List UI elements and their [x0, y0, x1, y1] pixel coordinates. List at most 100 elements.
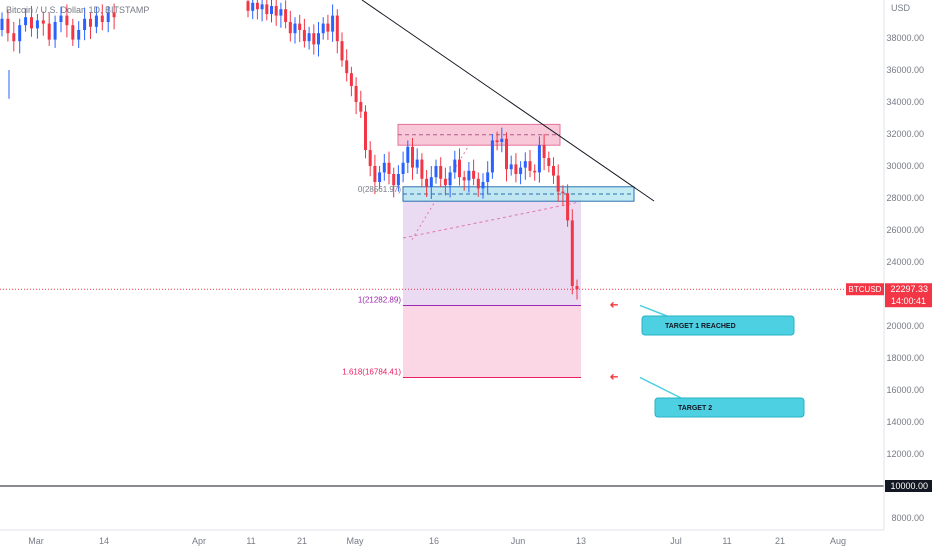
candle-body	[331, 15, 335, 32]
candle-body	[495, 140, 499, 142]
fib-label-1: 1(21282.89)	[358, 295, 401, 304]
candle-body	[106, 12, 110, 22]
candle-body	[349, 73, 353, 86]
candle-body	[288, 22, 292, 34]
candle-body	[500, 138, 504, 142]
candle-body	[519, 167, 523, 174]
time-tick-label: May	[346, 536, 364, 546]
price-tick-label: 8000.00	[891, 513, 924, 523]
callout-target-2[interactable]: ➜ TARGET 2	[609, 370, 805, 418]
price-tick-label: 16000.00	[886, 385, 924, 395]
candle-body	[255, 2, 259, 10]
candle-body	[100, 15, 104, 22]
current-price-tag: BTCUSD 22297.33 14:00:41	[846, 283, 932, 308]
time-tick-label: 11	[246, 536, 255, 546]
callout-box	[641, 315, 795, 336]
price-tick-label: 26000.00	[886, 225, 924, 235]
candle-body	[396, 174, 400, 186]
candle-body	[570, 220, 574, 286]
candle-body	[302, 30, 306, 42]
candle-body	[340, 41, 344, 61]
candle-body	[472, 170, 476, 179]
callout-target-1[interactable]: ➜ TARGET 1 REACHED	[609, 298, 795, 336]
descending-trendline[interactable]	[361, 0, 655, 202]
price-tick-label: 14000.00	[886, 417, 924, 427]
fib-label-1618: 1.618(16784.41)	[342, 367, 401, 376]
candle-body	[317, 33, 320, 45]
time-tick-label: 13	[576, 536, 586, 546]
callout-text: TARGET 2	[678, 405, 712, 412]
time-tick-label: 11	[722, 536, 731, 546]
candle-body	[30, 17, 33, 29]
candle-body	[24, 17, 28, 26]
candle-body	[505, 138, 508, 170]
candle-body	[94, 15, 98, 27]
candle-body	[89, 18, 92, 27]
candle-body	[443, 178, 447, 186]
candle-body	[556, 175, 560, 192]
candle-body	[312, 33, 316, 45]
candle-body	[47, 23, 51, 40]
candle-body	[467, 170, 471, 181]
candle-body	[523, 161, 527, 168]
time-axis-ticks[interactable]: Mar 14 Apr 11 21 May 16 Jun 13 Jul 11 21 Aug	[28, 536, 846, 546]
time-tick-label: 21	[775, 536, 785, 546]
price-tick-label: 24000.00	[886, 257, 924, 267]
price-axis-ticks[interactable]: 38000.00 36000.00 34000.00 32000.00 30000.00…	[886, 33, 924, 523]
candle-body	[382, 162, 386, 173]
candle-body	[566, 193, 570, 221]
candle-body	[326, 23, 330, 32]
candle-body	[335, 15, 339, 42]
candle-body	[533, 170, 537, 173]
time-tick-label: Jun	[511, 536, 526, 546]
candle-body	[425, 178, 429, 187]
price-tick-label: 36000.00	[886, 65, 924, 75]
level-tag-bg	[885, 480, 932, 492]
candle-body	[368, 150, 372, 166]
candle-body	[59, 15, 63, 22]
price-tag-symbol-bg	[846, 283, 884, 296]
candle-body	[411, 146, 414, 168]
candle-body	[415, 159, 419, 168]
price-tag-price: 22297.33	[890, 284, 928, 294]
candle-body	[65, 15, 69, 26]
time-tick-label: Aug	[830, 536, 846, 546]
candle-body	[293, 23, 297, 34]
fib-zone-1-to-1618	[403, 305, 581, 378]
candles	[0, 0, 579, 300]
candle-body	[246, 1, 250, 11]
candle-body	[392, 174, 396, 186]
callout-pointer	[639, 376, 686, 401]
candle-body	[575, 286, 579, 290]
time-tick-label: 14	[99, 536, 109, 546]
candle-body	[265, 4, 269, 15]
candle-body	[429, 177, 433, 187]
candle-body	[439, 166, 443, 179]
price-tick-label: 32000.00	[886, 129, 924, 139]
candle-body	[509, 164, 513, 170]
price-tick-label: 20000.00	[886, 321, 924, 331]
time-tick-label: 16	[429, 536, 439, 546]
candle-body	[0, 18, 4, 30]
candle-body	[77, 30, 81, 40]
candle-body	[279, 9, 283, 16]
callout-text: TARGET 1 REACHED	[665, 323, 736, 330]
price-tick-label: 30000.00	[886, 161, 924, 171]
arrow-left-icon: ➜	[609, 370, 618, 383]
candle-body	[378, 172, 382, 182]
candle-body	[453, 159, 457, 173]
candle-body	[528, 161, 532, 171]
candle-body	[83, 18, 87, 30]
candle-body	[537, 145, 541, 173]
candle-body	[307, 33, 311, 42]
candle-body	[18, 25, 22, 42]
candle-body	[448, 172, 452, 186]
candle-body	[561, 191, 565, 194]
candle-body	[552, 166, 555, 176]
candle-body	[486, 172, 490, 182]
candle-body	[401, 162, 405, 174]
candle-body	[490, 140, 494, 173]
price-tick-label: 38000.00	[886, 33, 924, 43]
fib-zone-0-to-1	[403, 189, 581, 306]
